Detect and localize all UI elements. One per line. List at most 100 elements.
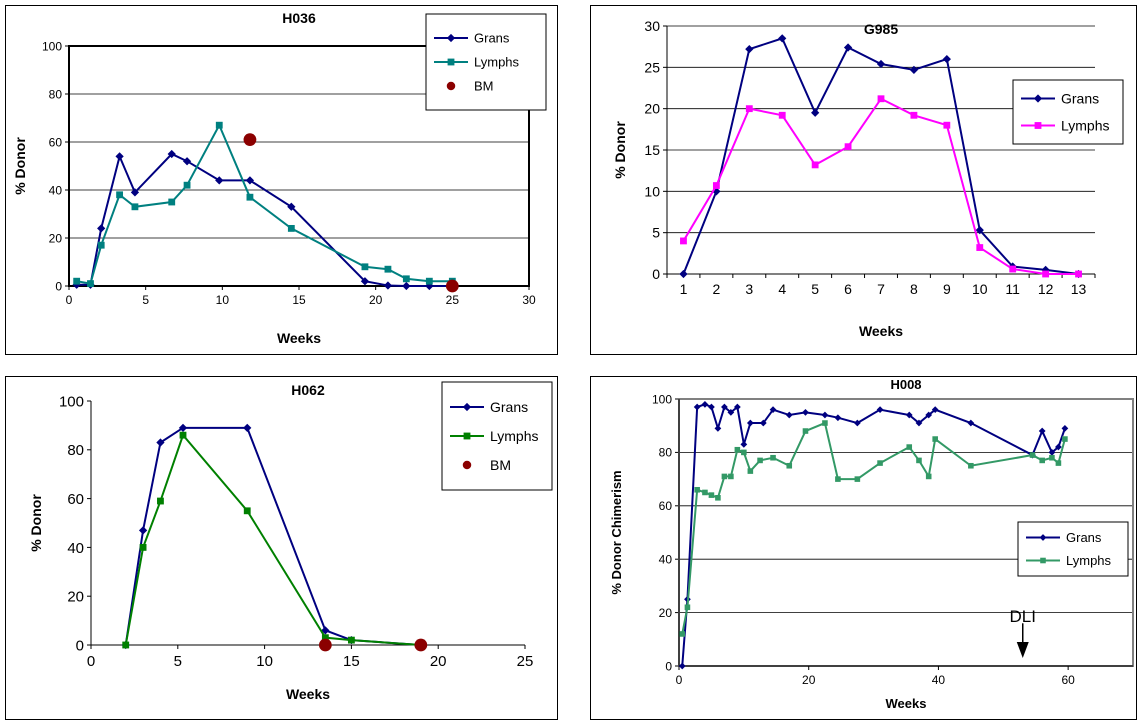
data-point-lymphs	[702, 489, 708, 496]
chart-g985: G985 0 5 10 15 20 25 30 1 2 3 4 5 6 7 8 9 10 11 12 13 Weeks% …	[590, 5, 1137, 355]
data-point-lymphs	[215, 121, 223, 129]
data-point-grans	[843, 43, 853, 52]
y-tick-label: 40	[67, 540, 84, 557]
series-line-grans	[681, 403, 1066, 667]
y-axis-label: % Donor	[28, 494, 44, 552]
x-tick-label: 0	[87, 653, 95, 670]
data-point-lymphs	[712, 182, 720, 189]
data-point-grans	[130, 188, 140, 197]
y-tick-label: 20	[49, 231, 63, 245]
data-point-lymphs	[347, 636, 355, 644]
chart-title: H036	[282, 10, 316, 26]
data-point-grans	[167, 149, 176, 159]
data-point-grans	[245, 176, 255, 185]
data-point-grans	[1061, 424, 1069, 432]
series-line-grans	[76, 152, 453, 287]
x-tick-label: 10	[972, 281, 988, 297]
data-point-lymphs	[925, 473, 932, 480]
legend-label: Lymphs	[1066, 553, 1112, 568]
data-point-bm	[445, 279, 459, 293]
data-point-grans	[967, 419, 975, 427]
data-point-grans	[942, 54, 951, 64]
data-point-lymphs	[1075, 270, 1082, 278]
chart-h008: H008 0 20 40 60 80 100 0 20 40 60 Weeks % Donor Chim…	[590, 376, 1137, 720]
y-tick-label: 15	[644, 142, 660, 158]
y-tick-label: 80	[49, 87, 63, 101]
data-point-grans	[156, 438, 165, 447]
x-tick-label: 5	[811, 281, 819, 297]
x-tick-label: 20	[802, 673, 816, 687]
data-point-lymphs	[243, 507, 251, 515]
data-point-grans	[745, 45, 754, 54]
x-tick-label: 20	[369, 293, 383, 307]
y-tick-label: 20	[659, 606, 673, 620]
y-tick-label: 40	[659, 553, 673, 567]
data-point-grans	[1055, 443, 1062, 451]
data-point-lymphs	[131, 203, 139, 211]
x-tick-label: 5	[174, 653, 182, 670]
data-point-lymphs	[179, 431, 187, 439]
data-point-grans	[1048, 449, 1056, 456]
data-point-grans	[821, 411, 829, 419]
data-point-lymphs	[287, 224, 295, 232]
data-point-lymphs	[1029, 452, 1036, 458]
x-tick-label: 7	[877, 281, 885, 297]
legend-label: Grans	[490, 399, 528, 415]
data-point-lymphs	[97, 241, 105, 249]
y-tick-label: 20	[644, 101, 660, 117]
y-axis-label: % Donor	[612, 121, 628, 179]
data-point-grans	[740, 441, 748, 448]
y-tick-label: 0	[55, 279, 62, 293]
data-point-grans	[909, 65, 919, 74]
x-tick-label: 0	[676, 673, 683, 687]
data-point-grans	[975, 226, 984, 235]
data-point-grans	[876, 406, 884, 414]
x-tick-label: 40	[932, 673, 946, 687]
y-tick-label: 60	[659, 499, 673, 513]
y-tick-label: 100	[59, 393, 84, 410]
data-point-lymphs	[87, 280, 94, 288]
data-point-grans	[759, 419, 767, 427]
series-line-grans	[124, 426, 421, 646]
data-point-grans	[708, 403, 715, 411]
x-tick-label: 15	[292, 293, 306, 307]
annotation-arrow-head	[1016, 641, 1029, 658]
x-tick-label: 10	[216, 293, 230, 307]
x-axis-label: Weeks	[886, 696, 927, 711]
data-point-bm	[243, 133, 257, 146]
data-point-lymphs	[183, 181, 191, 189]
data-point-lymphs	[73, 277, 81, 285]
y-tick-label: 0	[665, 659, 672, 673]
y-tick-label: 25	[644, 59, 660, 75]
legend-marker-bm	[462, 460, 472, 470]
legend-marker-bm	[446, 81, 456, 91]
data-point-lymphs	[811, 161, 819, 169]
legend-label: Lymphs	[474, 55, 520, 70]
x-tick-label: 25	[517, 653, 534, 670]
data-point-grans	[215, 176, 224, 185]
data-point-grans	[746, 419, 754, 427]
chart-h062-svg: H062 0 20 40 60 80 100 0 5 10 15 20 25 Weeks % Donor Gr…	[28, 381, 553, 702]
legend-marker-grans	[1033, 94, 1043, 103]
data-point-grans	[905, 411, 913, 419]
data-point-grans	[402, 281, 411, 291]
legend-marker-grans	[1039, 534, 1047, 541]
data-point-lymphs	[877, 95, 885, 103]
data-point-grans	[679, 269, 688, 279]
legend-label: BM	[474, 79, 494, 94]
y-axis-label: % Donor Chimerism	[609, 470, 624, 594]
data-point-lymphs	[916, 457, 922, 464]
data-point-lymphs	[877, 460, 883, 466]
legend-box	[1012, 79, 1124, 145]
legend-marker-grans	[446, 33, 456, 43]
x-tick-label: 2	[712, 281, 720, 297]
data-point-lymphs	[694, 486, 700, 493]
y-tick-label: 0	[652, 266, 660, 282]
series-line-lymphs	[124, 433, 421, 646]
data-point-lymphs	[1049, 454, 1055, 461]
data-point-lymphs	[1009, 265, 1017, 273]
x-tick-label: 25	[446, 293, 460, 307]
data-point-lymphs	[1062, 436, 1068, 442]
data-point-grans	[876, 59, 886, 69]
data-point-grans	[727, 408, 735, 416]
